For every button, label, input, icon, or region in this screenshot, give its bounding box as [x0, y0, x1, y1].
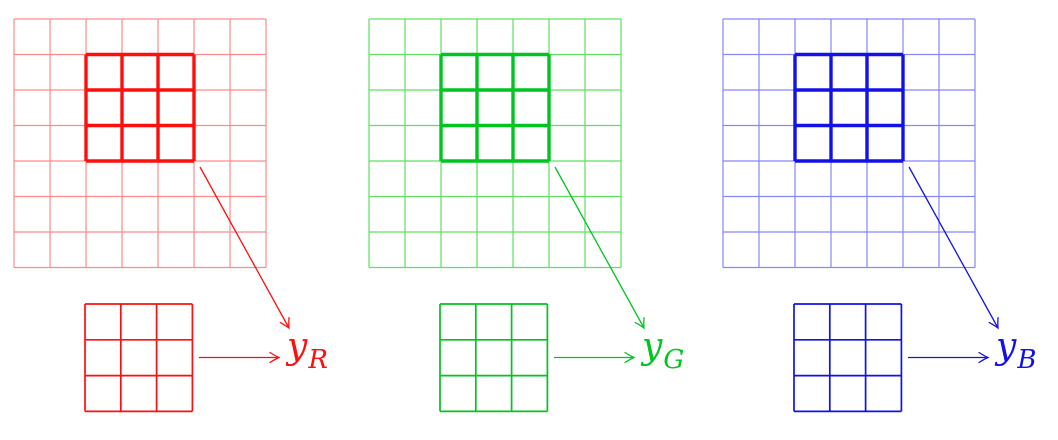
output-grid-to-label-arrow: [554, 351, 636, 364]
kernel-window-3x3: [793, 52, 905, 163]
arrowhead-icon: [978, 351, 990, 364]
arrowhead-icon: [624, 351, 636, 364]
kernel-to-output-arrow: [908, 166, 999, 330]
blue-channel-figure: yB: [722, 18, 1036, 413]
output-label-main: y: [640, 326, 663, 367]
input-grid-7x7: [13, 18, 267, 269]
kernel-window-3x3: [84, 52, 196, 163]
output-grid-to-label-arrow: [908, 351, 990, 364]
input-grid-7x7: [722, 18, 976, 269]
kernel-to-output-arrow-shaft: [199, 166, 290, 329]
output-label-subscript: B: [1016, 345, 1036, 375]
output-label-subscript: R: [307, 345, 328, 375]
output-grid-3x3: [439, 303, 549, 413]
panel-green-channel: yG: [355, 0, 704, 440]
panel-blue-channel: yB: [709, 0, 1058, 440]
kernel-to-output-arrow: [554, 166, 645, 330]
kernel-to-output-arrow: [199, 166, 290, 330]
output-label-blue: yB: [994, 326, 1036, 375]
output-label-red: yR: [285, 326, 328, 375]
kernel-to-output-arrow-shaft: [908, 166, 999, 329]
arrowhead-icon: [634, 317, 645, 330]
arrowhead-icon: [988, 317, 999, 330]
green-channel-figure: yG: [368, 18, 684, 413]
output-label-main: y: [994, 326, 1017, 367]
arrowhead-icon: [279, 317, 290, 330]
output-grid-3x3: [793, 303, 903, 413]
output-label-green: yG: [640, 326, 684, 375]
panel-red-channel: yR: [0, 0, 349, 440]
output-grid-to-label-arrow: [199, 351, 281, 364]
arrowhead-icon: [269, 351, 281, 364]
red-channel-figure: yR: [13, 18, 328, 413]
kernel-window-3x3: [439, 52, 551, 163]
output-label-main: y: [285, 326, 308, 367]
input-grid-7x7: [368, 18, 622, 269]
output-grid-3x3: [84, 303, 194, 413]
kernel-to-output-arrow-shaft: [554, 166, 645, 329]
output-label-subscript: G: [663, 345, 684, 375]
